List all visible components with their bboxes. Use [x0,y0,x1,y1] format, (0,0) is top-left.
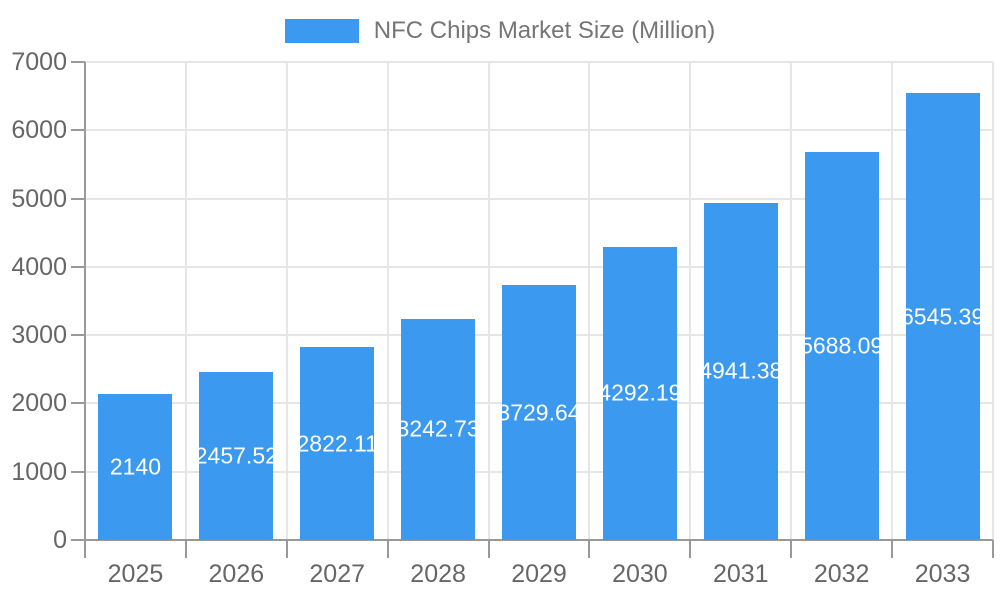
y-tick-mark [71,402,85,405]
y-tick-mark [71,129,85,132]
y-tick-label: 3000 [11,321,67,350]
bar[interactable]: 4292.19 [602,246,677,540]
y-tick-mark [71,334,85,337]
y-tick-label: 4000 [11,252,67,281]
x-tick-label: 2026 [208,560,265,588]
x-tick-mark [487,540,490,558]
x-axis-line [71,539,993,541]
x-tick-label: 2029 [511,560,567,588]
x-tick-mark [184,540,187,558]
x-tick-mark [386,540,389,558]
y-tick-label: 0 [53,526,67,554]
x-tick-label: 2025 [107,560,164,588]
gridline-vertical [689,62,692,540]
bar-value-label: 4292.19 [602,379,677,406]
legend-swatch [284,19,359,43]
gridline-vertical [588,62,591,540]
gridline-horizontal [85,61,993,63]
x-tick-mark [790,540,793,558]
gridline-vertical [487,62,490,540]
gridline-vertical [790,62,793,540]
gridline-vertical [992,62,994,540]
y-tick-label: 5000 [11,184,67,213]
bar-value-label: 5688.09 [804,332,879,359]
x-tick-label: 2027 [309,560,366,588]
x-tick-mark [588,540,591,558]
y-tick-mark [71,470,85,473]
bar-value-label: 2457.52 [199,442,274,469]
x-tick-mark [689,540,692,558]
bar[interactable]: 2822.11 [300,347,375,540]
y-tick-label: 1000 [11,457,67,486]
bar[interactable]: 2140 [98,393,173,540]
x-tick-label: 2030 [612,560,668,588]
gridline-vertical [386,62,389,540]
x-tick-mark [891,540,894,558]
x-tick-label: 2032 [813,560,870,588]
bar-value-label: 2140 [109,453,162,480]
x-tick-label: 2033 [914,560,971,588]
x-tick-mark [285,540,288,558]
bar-value-label: 4941.38 [703,357,778,384]
y-tick-label: 6000 [11,116,67,145]
bar[interactable]: 4941.38 [703,202,778,540]
y-tick-mark [71,61,85,63]
legend[interactable]: NFC Chips Market Size (Million) [0,17,1000,45]
y-tick-label: 2000 [11,389,67,418]
y-tick-mark [71,539,85,541]
gridline-vertical [285,62,288,540]
bar[interactable]: 5688.09 [804,151,879,540]
x-tick-mark [992,540,994,558]
gridline-vertical [184,62,187,540]
bar[interactable]: 3242.73 [401,318,476,540]
legend-label: NFC Chips Market Size (Million) [373,17,716,44]
bar[interactable]: 2457.52 [199,372,274,540]
bar-value-label: 3242.73 [401,415,476,442]
x-tick-mark [84,540,86,558]
bar[interactable]: 6545.39 [905,93,980,540]
x-tick-label: 2028 [410,560,466,588]
gridline-horizontal [85,265,993,268]
y-axis-line [84,62,86,540]
gridline-vertical [891,62,894,540]
bar-value-label: 2822.11 [300,430,375,457]
bar-value-label: 6545.39 [905,303,980,329]
gridline-horizontal [85,129,993,132]
y-tick-mark [71,265,85,268]
plot-area: 0 1000 2000 3000 4000 5000 6000 7000 2140 2025 245… [11,48,994,588]
gridline-horizontal [85,197,993,200]
bar-value-label: 3729.64 [502,399,576,426]
x-tick-label: 2031 [712,560,769,588]
y-tick-mark [71,197,85,200]
bar[interactable]: 3729.64 [502,285,576,540]
y-tick-label: 7000 [11,48,67,76]
